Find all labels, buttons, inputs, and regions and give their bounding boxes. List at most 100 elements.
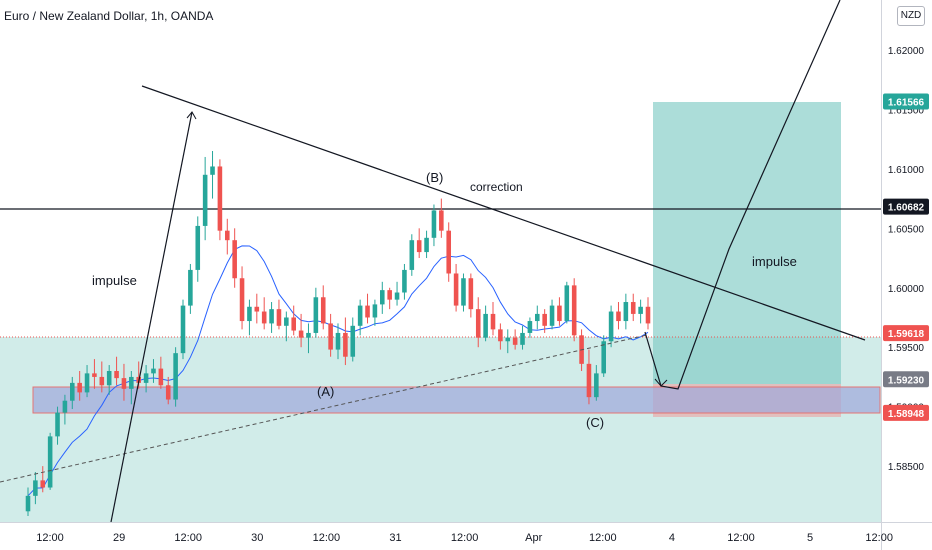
candle-body (468, 278, 474, 310)
candle-body (520, 332, 525, 345)
candle-body (77, 382, 82, 393)
time-axis[interactable]: 12:00 29 12:00 30 12:00 31 12:00 Apr 12:00 4 12:00… (36, 532, 893, 544)
candle-body (402, 269, 407, 293)
chart-title: Euro / New Zealand Dollar, 1h, OANDA (4, 9, 214, 23)
x-tick-label: 12:00 (313, 532, 341, 544)
candle-body (188, 269, 193, 306)
annotation-impulse-left: impulse (92, 273, 137, 288)
projection-arrowhead (654, 378, 668, 387)
candle-body (114, 370, 119, 379)
candle-body (320, 297, 326, 324)
candle-body (106, 370, 112, 386)
candle-body (202, 174, 208, 226)
support-box (32, 386, 881, 414)
candle-body (291, 317, 297, 331)
candle-body (25, 495, 31, 512)
annotation-wave-a: (A) (317, 384, 334, 399)
candle-body (638, 306, 643, 314)
candle-body (224, 230, 230, 241)
candle-body (210, 166, 215, 175)
candle-body (557, 305, 562, 322)
candle-body (439, 210, 444, 231)
annotation-impulse-right: impulse (752, 254, 797, 269)
annotation-correction: correction (470, 180, 523, 194)
candle-body (461, 278, 466, 306)
x-tick-label: 4 (669, 532, 675, 544)
price-tag-entry (883, 371, 929, 388)
candle-body (92, 373, 97, 377)
annotation-wave-b: (B) (426, 170, 443, 185)
price-tag-level (883, 198, 929, 215)
candle-body (379, 290, 385, 305)
x-tick-label: 12:00 (36, 532, 64, 544)
x-tick-label: 12:00 (451, 532, 479, 544)
candle-body (158, 368, 164, 386)
candle-body (409, 240, 415, 270)
candle-body (99, 376, 105, 386)
candle-body (247, 306, 252, 322)
price-tag-target (883, 93, 929, 110)
candle-body (47, 436, 53, 488)
candle-body (328, 323, 333, 350)
candle-body (498, 329, 503, 342)
candle-body (121, 378, 127, 389)
candle-body (239, 278, 245, 322)
candle-body (269, 309, 274, 324)
candle-body (165, 385, 171, 400)
candle-body (424, 237, 429, 253)
candle-body (616, 311, 621, 322)
candle-body (343, 332, 348, 357)
x-tick-label: 30 (251, 532, 263, 544)
x-tick-label: 29 (113, 532, 125, 544)
candle-body (335, 332, 341, 350)
candle-body (276, 309, 282, 326)
candle-body (350, 325, 356, 357)
candle-body (62, 400, 68, 413)
candle-body (571, 285, 577, 336)
candle-body (254, 306, 260, 312)
candle-body (564, 285, 570, 322)
candle-body (446, 230, 452, 274)
candle-body (173, 353, 178, 400)
candle-body (69, 382, 75, 401)
x-tick-label: 12:00 (727, 532, 755, 544)
candle-body (623, 302, 629, 322)
y-tick-label: 1.62000 (888, 46, 925, 57)
candle-body (180, 305, 186, 354)
candle-body (645, 306, 651, 324)
candle-body (313, 297, 319, 333)
candle-body (586, 363, 592, 398)
impulse-line-up (110, 111, 193, 523)
candle-body (453, 273, 459, 306)
price-tag-last (883, 325, 929, 342)
candle-body (40, 480, 46, 488)
candle-body (431, 210, 437, 238)
candle-body (143, 373, 149, 383)
candle-body (55, 412, 60, 437)
candle-body (151, 368, 156, 374)
candle-body (527, 321, 533, 333)
y-tick-label: 1.60000 (888, 284, 925, 295)
candle-body (387, 290, 392, 300)
candle-body (129, 376, 134, 389)
dashed-rising-trendline (0, 334, 648, 483)
price-tag-label: 1.58948 (888, 409, 925, 420)
candle-body (372, 304, 378, 318)
y-tick-label: 1.59500 (888, 343, 925, 354)
candle-body (512, 337, 518, 345)
x-tick-label: 12:00 (174, 532, 202, 544)
currency-button[interactable]: NZD (897, 6, 925, 26)
x-tick-label: 31 (389, 532, 401, 544)
candle-body (608, 311, 614, 342)
candle-body (542, 313, 547, 326)
candle-body (217, 166, 223, 231)
x-tick-label: 5 (807, 532, 813, 544)
target-zone (653, 102, 841, 384)
candle-body (33, 480, 38, 496)
candle-body (534, 313, 540, 322)
candle-body (306, 332, 311, 338)
candle-body (284, 317, 289, 326)
candle-body (394, 292, 400, 300)
y-tick-label: 1.61500 (888, 105, 925, 116)
